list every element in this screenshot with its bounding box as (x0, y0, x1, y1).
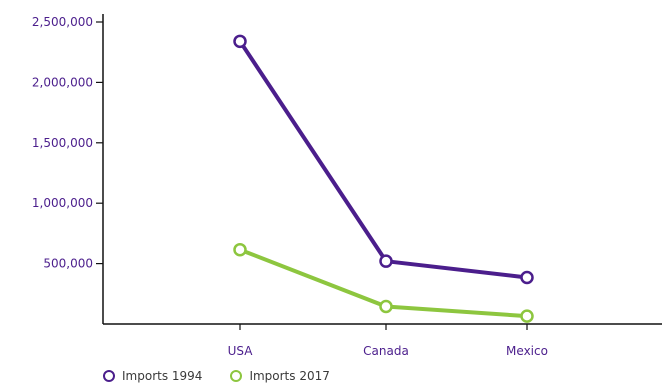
legend-item-2017: Imports 2017 (230, 369, 330, 383)
data-point-0-usa (233, 34, 247, 49)
y-axis: 500,000 1,000,000 1,500,000 2,000,000 2,500,… (32, 14, 104, 324)
data-point-1-usa (233, 242, 247, 257)
legend-item-1994: Imports 1994 (103, 369, 202, 383)
data-point-0-mexico (520, 270, 534, 285)
y-tick-label: 500,000 (43, 257, 93, 271)
y-tick-label: 1,500,000 (32, 136, 93, 150)
y-tick-label: 1,000,000 (32, 196, 93, 210)
x-tick-label: USA (228, 344, 254, 358)
legend-marker-1994 (103, 370, 115, 382)
legend-label-1994: Imports 1994 (122, 369, 203, 383)
y-tick-label: 2,500,000 (32, 15, 93, 29)
data-point-1-canada (379, 299, 393, 314)
y-tick-label: 2,000,000 (32, 75, 93, 89)
x-axis: USA Canada Mexico (103, 323, 662, 358)
series-layer (233, 34, 534, 323)
series-line-0 (238, 39, 529, 280)
legend-label-2017: Imports 2017 (249, 369, 330, 383)
x-tick-label: Canada (363, 344, 409, 358)
data-point-1-mexico (520, 309, 534, 323)
data-point-0-canada (379, 254, 393, 268)
legend: Imports 1994 Imports 2017 (103, 369, 330, 383)
x-tick-label: Mexico (506, 344, 548, 358)
legend-marker-2017 (230, 370, 243, 382)
